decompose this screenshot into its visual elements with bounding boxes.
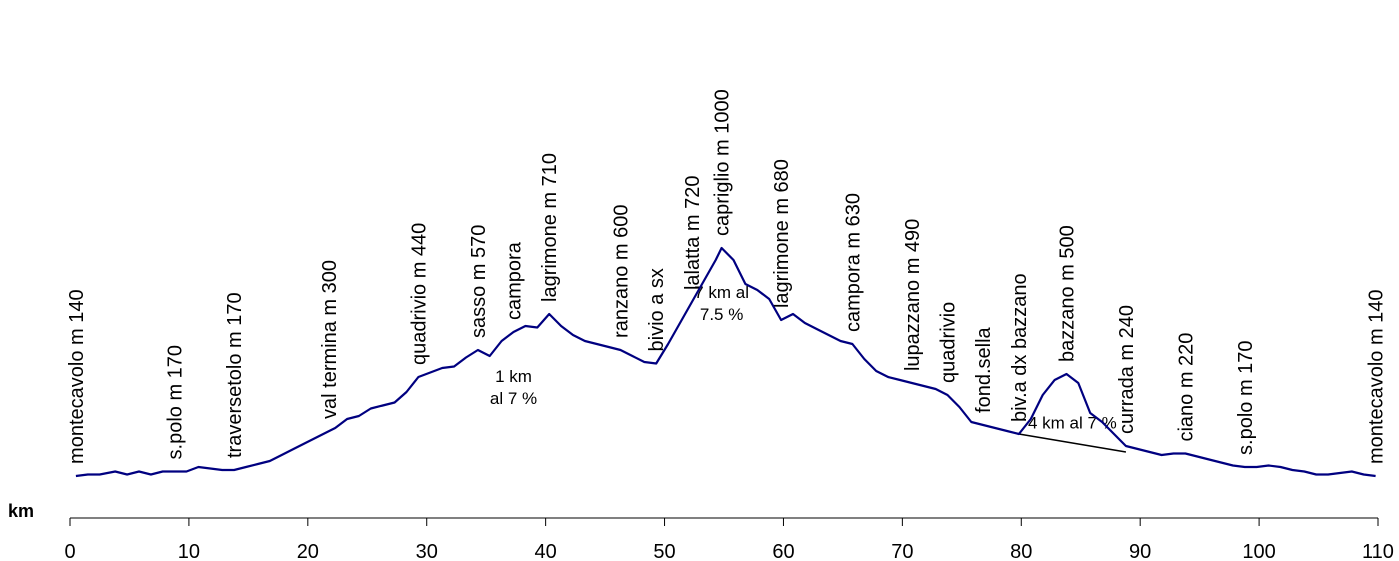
waypoint-label: ciano m 220 [1175, 333, 1197, 442]
waypoint-labels: montecavolo m 140 s.polo m 170 traversetol… [66, 89, 1388, 464]
waypoint-label: campora [504, 241, 526, 320]
waypoint-label: val termina m 300 [319, 260, 341, 419]
elevation-profile-line [75, 246, 1376, 478]
waypoint-label: lagrimone m 710 [539, 153, 561, 302]
x-tick-label: 60 [772, 541, 794, 561]
waypoint-label: quadrivio [938, 302, 960, 383]
gradient-annotation: 1 km [495, 367, 532, 386]
waypoint-label: traversetolo m 170 [224, 292, 246, 458]
x-tick-label: 80 [1010, 541, 1032, 561]
climb-gradient-line [1018, 433, 1127, 453]
x-tick-label: 20 [297, 541, 319, 561]
x-tick-label: 40 [535, 541, 557, 561]
waypoint-label: lagrimone m 680 [771, 159, 793, 308]
waypoint-label: lupazzano m 490 [902, 219, 924, 371]
waypoint-label: quadrivio m 440 [408, 223, 430, 365]
waypoint-label: lalatta m 720 [682, 175, 704, 290]
waypoint-label: campora m 630 [842, 193, 864, 332]
gradient-annotations: 1 km al 7 % 7 km al 7.5 % 4 km al 7 % [490, 283, 1117, 433]
waypoint-label: bazzano m 500 [1057, 225, 1079, 362]
waypoint-label: montecavolo m 140 [1366, 289, 1388, 464]
x-tick-label: 0 [64, 541, 75, 561]
x-tick-label: 50 [653, 541, 675, 561]
x-tick-label: 90 [1129, 541, 1151, 561]
waypoint-label: bivio a sx [646, 268, 668, 351]
waypoint-label: currada m 240 [1116, 305, 1138, 434]
x-tick-label: 10 [178, 541, 200, 561]
waypoint-label: fond.sella [973, 326, 995, 412]
gradient-annotation: al 7 % [490, 389, 537, 408]
waypoint-label: montecavolo m 140 [66, 289, 88, 464]
gradient-annotation: 7 km al [694, 283, 749, 302]
waypoint-label: sasso m 570 [468, 225, 490, 338]
gradient-annotation: 4 km al 7 % [1028, 414, 1117, 433]
waypoint-label: s.polo m 170 [1235, 340, 1257, 455]
x-tick-label: 110 [1362, 541, 1394, 561]
waypoint-label: capriglio m 1000 [712, 89, 734, 236]
x-axis-unit-label: km [8, 501, 34, 521]
gradient-annotation: 7.5 % [700, 305, 743, 324]
x-tick-label: 30 [416, 541, 438, 561]
x-axis: 0 10 20 30 40 50 60 70 80 90 100 110 [64, 517, 1394, 561]
x-tick-label: 70 [891, 541, 913, 561]
waypoint-label: ranzano m 600 [611, 205, 633, 338]
waypoint-label: s.polo m 170 [165, 345, 187, 460]
x-tick-label: 100 [1242, 541, 1275, 561]
waypoint-label: biv.a dx bazzano [1009, 273, 1031, 422]
